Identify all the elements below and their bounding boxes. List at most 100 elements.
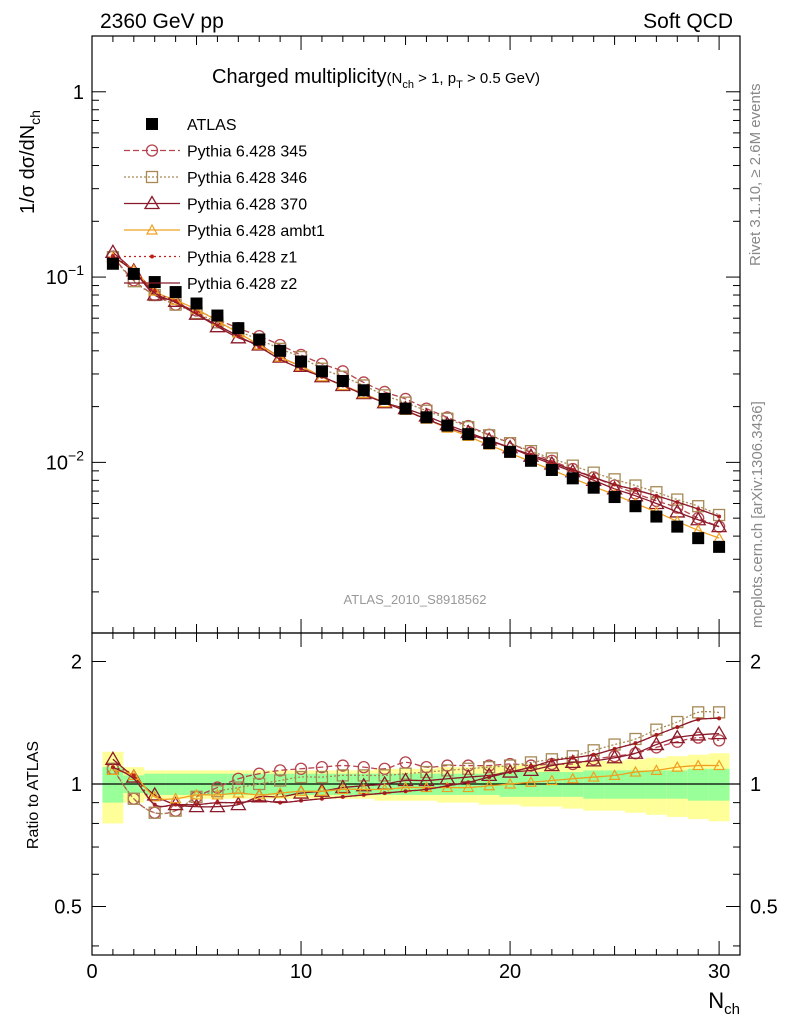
data-point (418, 772, 435, 787)
data-point (211, 788, 224, 800)
data-point (524, 454, 537, 467)
header-right: Soft QCD (643, 10, 733, 33)
data-point (336, 783, 349, 794)
main-y-axis-label: 1/σ dσ/dNch (17, 110, 43, 214)
data-point (690, 726, 707, 741)
data-point (148, 790, 161, 802)
data-point (211, 785, 224, 798)
data-point (524, 776, 537, 787)
data-point (295, 355, 308, 368)
data-point (273, 774, 287, 787)
data-point (232, 772, 245, 785)
data-point (190, 297, 203, 310)
ratio-y-tick-label-right: 1 (750, 774, 761, 796)
data-point (253, 767, 266, 780)
data-point (629, 500, 642, 513)
ratio-frame (91, 632, 741, 956)
series-line (112, 255, 720, 518)
ratio-series-line (112, 732, 720, 808)
data-point (710, 518, 728, 533)
data-point (608, 491, 621, 504)
legend-label: Pythia 6.428 370 (187, 197, 307, 214)
ratio-series-line (112, 764, 720, 801)
data-point (295, 784, 308, 796)
data-point (148, 806, 161, 819)
x-axis-label: Nch (708, 988, 740, 1018)
data-point (169, 286, 182, 299)
data-point (315, 365, 328, 378)
header-left: 2360 GeV pp (100, 10, 224, 33)
data-point (127, 267, 140, 280)
data-point (420, 765, 433, 779)
x-tick-label: 0 (86, 961, 97, 983)
ratio-y-tick-label-right: 0.5 (750, 896, 778, 918)
data-point (587, 481, 600, 494)
data-point (648, 495, 665, 510)
mcplots-label: mcplots.cern.ch [arXiv:1306.3436] (749, 401, 766, 628)
data-point (315, 784, 328, 796)
data-point (106, 764, 119, 775)
data-point (357, 761, 370, 774)
data-point (648, 736, 665, 751)
data-point (504, 777, 517, 789)
plot-title: Charged multiplicity(Nch > 1, pT > 0.5 G… (212, 66, 540, 91)
ratio-y-tick-label-right: 2 (750, 652, 761, 674)
data-point (564, 754, 581, 769)
data-point (378, 762, 391, 775)
stat-uncertainty-band (102, 767, 124, 803)
data-point (545, 774, 558, 786)
data-point (629, 765, 642, 777)
data-point (462, 781, 475, 793)
data-point (294, 762, 308, 775)
data-point (397, 772, 414, 787)
y-tick-label: 10−2 (46, 447, 84, 474)
data-point (209, 318, 226, 333)
series-line (112, 256, 720, 516)
data-point (545, 463, 558, 476)
data-point (131, 773, 136, 778)
data-point (399, 402, 412, 415)
data-point (357, 769, 370, 782)
data-point (504, 445, 517, 458)
ratio-y-axis-label: Ratio to ATLAS (25, 741, 42, 849)
x-tick-label: 10 (290, 961, 312, 983)
data-point (378, 769, 391, 782)
data-point (566, 472, 579, 485)
data-point (148, 276, 161, 289)
data-point (315, 770, 329, 784)
data-point (273, 764, 287, 777)
data-point (190, 788, 203, 800)
data-point (232, 786, 245, 798)
data-point (420, 781, 433, 793)
stat-uncertainty-band (708, 768, 730, 801)
data-point (145, 223, 159, 235)
data-point (441, 764, 454, 777)
analysis-watermark: ATLAS_2010_S8918562 (344, 592, 487, 607)
data-point (209, 798, 226, 813)
x-tick-label: 30 (708, 961, 730, 983)
data-point (146, 286, 163, 301)
data-point (692, 532, 705, 545)
data-point (650, 764, 663, 775)
data-point (106, 257, 119, 270)
data-point (378, 392, 391, 405)
data-point (608, 769, 621, 780)
main-plot-panel: 1 10−1 10−2 (46, 35, 741, 634)
data-point (671, 760, 684, 772)
stat-uncertainty-band (687, 768, 709, 801)
data-point (274, 786, 287, 798)
data-point (167, 796, 184, 811)
data-point (148, 806, 161, 819)
series-line (112, 256, 720, 528)
legend-label: Pythia 6.428 z1 (187, 250, 297, 267)
data-point (585, 752, 602, 767)
data-point (143, 195, 161, 210)
legend-label: ATLAS (187, 117, 237, 134)
data-point (211, 309, 224, 322)
ratio-y-tick-label: 1 (71, 774, 82, 796)
data-point (315, 761, 329, 774)
legend-label: Pythia 6.428 345 (187, 144, 307, 161)
legend: ATLAS Pythia 6.428 345 Pythia 6.428 346 Pyt… (124, 117, 325, 293)
x-tick-label: 20 (499, 961, 521, 983)
